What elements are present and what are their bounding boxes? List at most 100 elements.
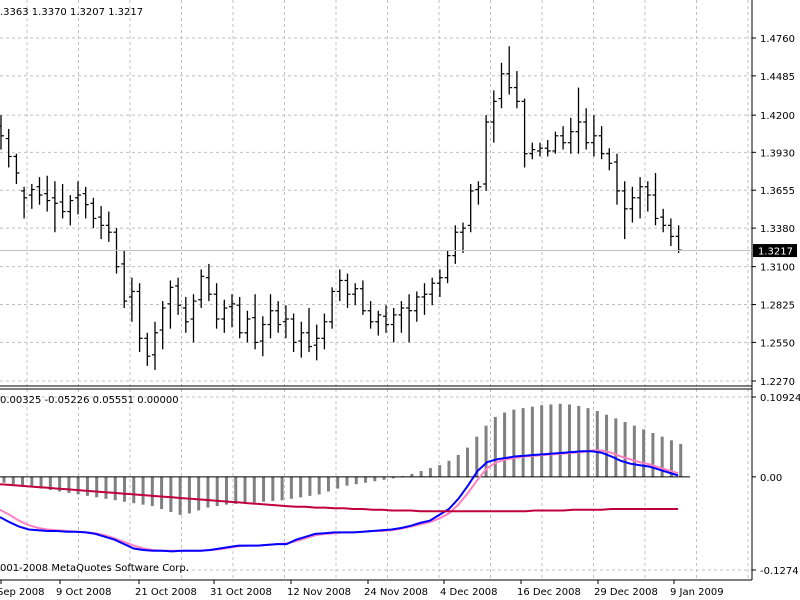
price-bar [621, 181, 628, 240]
price-bar [598, 126, 605, 160]
price-bar [498, 62, 505, 109]
histogram-bar [308, 476, 312, 496]
histogram-bar [354, 476, 358, 485]
histogram-bar [39, 476, 43, 489]
histogram-bar [651, 432, 655, 477]
histogram-bar [150, 476, 154, 507]
histogram-bar [614, 418, 618, 477]
price-bar [306, 307, 312, 353]
price-bar [483, 115, 490, 191]
histogram-bar [447, 460, 451, 477]
histogram-bar [512, 409, 516, 477]
price-bar [159, 301, 166, 350]
price-bar [606, 148, 613, 171]
price-bar [575, 87, 582, 154]
price-bar [321, 313, 328, 350]
copyright-text: 001-2008 MetaQuotes Software Corp. [0, 563, 189, 574]
price-bar [452, 225, 459, 264]
histogram-bar [252, 476, 256, 503]
price-bar [652, 172, 659, 226]
histogram-bar [243, 476, 247, 504]
indicator-lines [0, 449, 679, 553]
price-bar [82, 186, 89, 219]
histogram-bar [169, 476, 173, 512]
time-tick-label: 9 Jan 2009 [670, 587, 724, 598]
histogram-bar [299, 476, 303, 498]
price-bar [205, 263, 212, 302]
price-bar [590, 115, 597, 157]
price-bar [36, 177, 43, 205]
histogram-bar [373, 476, 377, 482]
histogram-bar [623, 422, 627, 477]
histogram-bar [605, 414, 609, 477]
price-bar [475, 181, 482, 205]
price-bar [344, 273, 351, 308]
indicator-tick-label: -0.1274 [760, 566, 799, 577]
price-bar [67, 195, 74, 226]
price-bar [583, 108, 590, 150]
macd-histogram [2, 403, 683, 515]
price-bar [552, 131, 559, 154]
price-bar [359, 280, 366, 315]
price-bar [436, 269, 443, 297]
price-tick-label: 1.4485 [760, 72, 795, 83]
price-bar [383, 305, 389, 333]
histogram-bar [67, 476, 71, 493]
histogram-bar [206, 476, 210, 508]
price-bar [213, 283, 220, 329]
histogram-bar [197, 476, 201, 511]
price-bar [444, 250, 451, 284]
histogram-bar [503, 412, 507, 477]
price-bar [13, 153, 20, 185]
price-bar [44, 175, 51, 212]
price-bar [421, 283, 428, 315]
histogram-bar [419, 471, 423, 477]
macd-line [0, 450, 679, 553]
price-bar [506, 46, 513, 95]
price-bar [229, 294, 235, 328]
histogram-bar [391, 476, 395, 479]
main-grid [0, 0, 752, 386]
price-bar [544, 139, 551, 157]
histogram-bar [364, 476, 368, 483]
histogram-bar [30, 476, 34, 488]
ohlc-readout: .3363 1.3370 1.3207 1.3217 [0, 7, 144, 18]
histogram-bar [141, 476, 145, 505]
price-tick-label: 1.2825 [760, 301, 795, 312]
histogram-bar [11, 476, 15, 485]
histogram-bar [234, 476, 238, 504]
price-bar [567, 117, 574, 154]
price-bar [398, 301, 405, 333]
price-bar [121, 250, 128, 308]
histogram-bar [456, 454, 460, 477]
price-bar [190, 294, 197, 343]
price-bar [614, 153, 620, 205]
price-bar [244, 310, 251, 343]
price-tick-label: 1.3655 [760, 186, 795, 197]
price-tick-label: 1.3380 [760, 224, 795, 235]
histogram-bar [382, 476, 386, 480]
indicator-tick-label: 0.00 [760, 473, 782, 484]
histogram-bar [21, 476, 25, 486]
price-bar [560, 126, 567, 150]
histogram-bar [160, 476, 164, 510]
histogram-bar [336, 476, 340, 489]
histogram-bar [466, 447, 469, 477]
price-bar [51, 181, 58, 233]
price-bar [221, 299, 228, 333]
histogram-bar [271, 476, 275, 501]
price-bar [290, 313, 297, 353]
histogram-bar [113, 476, 117, 501]
histogram-bar [669, 440, 673, 477]
histogram-bar [428, 468, 432, 477]
price-bars [0, 46, 682, 370]
histogram-bar [660, 436, 664, 477]
price-bar [252, 294, 259, 350]
histogram-bar [410, 473, 414, 477]
price-bar [5, 128, 12, 168]
histogram-bar [558, 403, 562, 477]
price-bar [144, 332, 151, 366]
histogram-bar [58, 476, 62, 492]
time-tick-label: 31 Oct 2008 [210, 587, 272, 598]
